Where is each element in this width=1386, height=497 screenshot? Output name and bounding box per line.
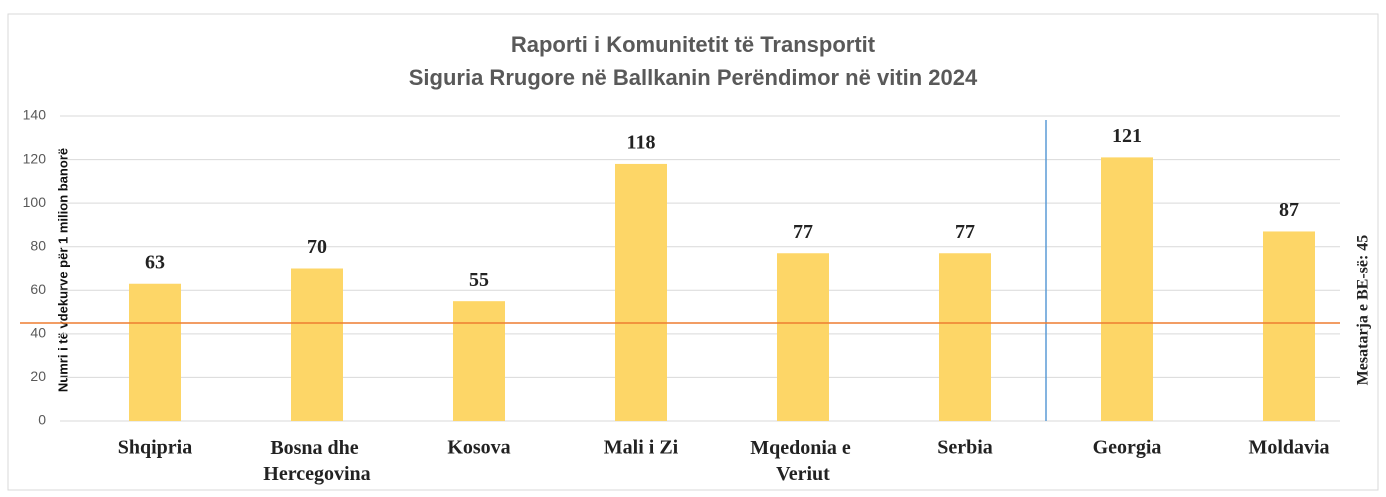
bar <box>453 301 505 421</box>
data-label: 121 <box>1112 125 1142 147</box>
y-axis-label: Numri i të vdekurve për 1 milion banorë <box>55 148 70 392</box>
data-label: 70 <box>307 236 327 258</box>
x-tick-label: Mqedonia e Veriut <box>750 437 856 485</box>
data-label: 118 <box>627 132 656 154</box>
bar <box>777 253 829 421</box>
x-tick-label: Bosna dhe Hercegovina <box>263 437 370 485</box>
y-tick-label: 40 <box>30 325 46 341</box>
x-tick-label: Kosova <box>447 437 510 459</box>
bar <box>291 268 343 421</box>
data-label: 63 <box>145 251 165 273</box>
data-label: 87 <box>1279 199 1299 221</box>
y-tick-label: 140 <box>23 107 47 123</box>
bar <box>939 253 991 421</box>
x-tick-label: Georgia <box>1093 437 1162 459</box>
y-tick-label: 100 <box>23 194 47 210</box>
x-tick-label: Moldavia <box>1248 437 1329 459</box>
chart-subtitle: Siguria Rrugore në Ballkanin Perëndimor … <box>409 65 978 90</box>
y-tick-label: 60 <box>30 281 46 297</box>
y-tick-label: 0 <box>38 412 46 428</box>
reference-label: Mesatarja e BE-së: 45 <box>1355 235 1372 386</box>
bar <box>1263 231 1315 421</box>
chart-title: Raporti i Komunitetit të Transportit <box>511 32 876 57</box>
y-tick-label: 120 <box>23 150 47 166</box>
x-tick-label: Mali i Zi <box>604 437 679 459</box>
y-tick-label: 80 <box>30 237 46 253</box>
bar <box>129 283 181 421</box>
bar <box>1101 157 1153 421</box>
y-tick-label: 20 <box>30 368 46 384</box>
x-tick-label: Shqipria <box>118 437 192 459</box>
data-label: 55 <box>469 269 489 291</box>
data-label: 77 <box>955 221 975 243</box>
x-tick-label: Serbia <box>937 437 993 459</box>
bar <box>615 163 667 421</box>
data-label: 77 <box>793 221 813 243</box>
